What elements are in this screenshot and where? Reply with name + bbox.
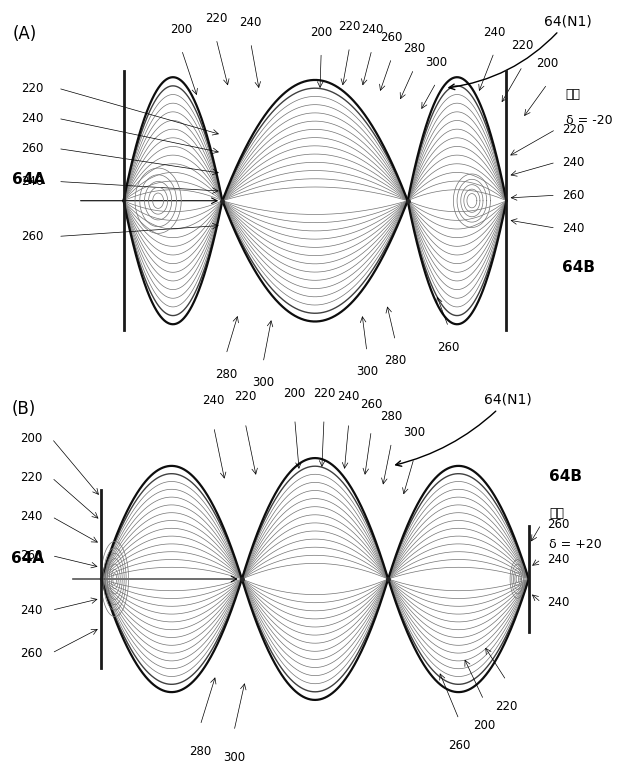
Text: 260: 260 bbox=[448, 739, 470, 752]
Text: 280: 280 bbox=[189, 745, 212, 758]
Text: 280: 280 bbox=[403, 42, 425, 56]
Text: 64A: 64A bbox=[11, 551, 44, 567]
Text: 260: 260 bbox=[437, 340, 460, 354]
Text: 300: 300 bbox=[403, 425, 425, 438]
Text: 64A: 64A bbox=[13, 172, 45, 188]
Text: (A): (A) bbox=[13, 25, 37, 43]
Text: 240: 240 bbox=[203, 394, 225, 408]
Text: 260: 260 bbox=[21, 230, 43, 243]
Text: 280: 280 bbox=[381, 410, 403, 423]
Text: 240: 240 bbox=[239, 16, 262, 29]
Text: 220: 220 bbox=[338, 20, 361, 33]
Text: 260: 260 bbox=[562, 188, 585, 201]
Text: 220: 220 bbox=[21, 82, 43, 95]
Text: 240: 240 bbox=[21, 175, 43, 188]
Text: 220: 220 bbox=[20, 471, 43, 484]
Text: 300: 300 bbox=[356, 365, 378, 378]
Text: 64B: 64B bbox=[549, 469, 582, 485]
Text: 200: 200 bbox=[310, 25, 332, 39]
Text: 240: 240 bbox=[20, 510, 43, 523]
Text: 260: 260 bbox=[21, 142, 43, 155]
Text: δ = +20: δ = +20 bbox=[549, 538, 602, 550]
Text: 64B: 64B bbox=[562, 260, 595, 275]
Text: 300: 300 bbox=[425, 56, 447, 69]
Text: δ = -20: δ = -20 bbox=[566, 113, 612, 127]
Text: 280: 280 bbox=[384, 354, 406, 367]
Text: 240: 240 bbox=[547, 553, 569, 566]
Text: 220: 220 bbox=[495, 700, 517, 713]
Text: 260: 260 bbox=[547, 518, 569, 531]
Text: 200: 200 bbox=[536, 57, 558, 70]
Text: 240: 240 bbox=[21, 112, 43, 125]
Text: 240: 240 bbox=[562, 222, 585, 235]
Text: 64(N1): 64(N1) bbox=[396, 392, 532, 466]
Text: 300: 300 bbox=[252, 377, 274, 389]
Text: 220: 220 bbox=[205, 12, 227, 25]
Text: 300: 300 bbox=[223, 750, 245, 764]
Text: 260: 260 bbox=[360, 398, 382, 411]
Text: 64(N1): 64(N1) bbox=[449, 14, 592, 90]
Text: 220: 220 bbox=[234, 391, 256, 404]
Text: 200: 200 bbox=[20, 432, 42, 445]
Text: 200: 200 bbox=[284, 387, 306, 400]
Text: 引張: 引張 bbox=[549, 506, 564, 520]
Text: 240: 240 bbox=[20, 604, 43, 617]
Text: 260: 260 bbox=[20, 647, 43, 659]
Text: 240: 240 bbox=[360, 23, 383, 36]
Text: 220: 220 bbox=[562, 123, 585, 136]
Text: 260: 260 bbox=[20, 549, 43, 562]
Text: 240: 240 bbox=[338, 391, 360, 404]
Text: 220: 220 bbox=[313, 387, 335, 400]
Text: 260: 260 bbox=[381, 31, 403, 44]
Text: 240: 240 bbox=[562, 156, 585, 169]
Text: 280: 280 bbox=[215, 368, 237, 381]
Text: 240: 240 bbox=[547, 596, 569, 609]
Text: 240: 240 bbox=[483, 25, 505, 39]
Text: 200: 200 bbox=[171, 23, 193, 36]
Text: 220: 220 bbox=[512, 39, 534, 52]
Text: (B): (B) bbox=[11, 400, 35, 418]
Text: 圧縮: 圧縮 bbox=[566, 88, 581, 101]
Text: 200: 200 bbox=[472, 720, 495, 733]
